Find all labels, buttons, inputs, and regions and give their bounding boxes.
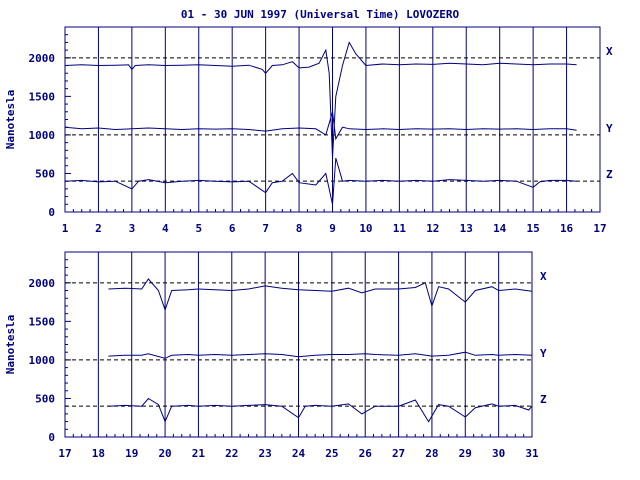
series-line-x	[64, 41, 577, 159]
series-line-x	[108, 278, 533, 312]
y-tick-label: 1000	[29, 129, 56, 142]
x-tick-label: 17	[58, 447, 71, 460]
x-tick-label: 26	[359, 447, 373, 460]
y-tick-label: 500	[35, 392, 55, 405]
y-tick-label: 1500	[29, 315, 56, 328]
y-axis-title: Nanotesla	[4, 315, 17, 375]
x-tick-label: 27	[392, 447, 405, 460]
x-tick-label: 21	[192, 447, 206, 460]
y-tick-label: 500	[35, 167, 55, 180]
x-tick-label: 10	[359, 222, 372, 235]
x-tick-label: 4	[162, 222, 169, 235]
x-tick-label: 5	[195, 222, 202, 235]
x-tick-label: 18	[92, 447, 105, 460]
chart-title: 01 - 30 JUN 1997 (Universal Time) LOVOZE…	[180, 8, 460, 21]
x-tick-label: 19	[125, 447, 138, 460]
x-tick-label: 28	[425, 447, 438, 460]
x-tick-label: 25	[325, 447, 338, 460]
x-tick-label: 20	[158, 447, 171, 460]
series-line-z	[64, 157, 577, 205]
series-line-z	[108, 397, 533, 423]
x-tick-label: 3	[129, 222, 136, 235]
y-tick-label: 2000	[29, 277, 56, 290]
x-tick-label: 23	[259, 447, 272, 460]
y-tick-label: 1500	[29, 90, 56, 103]
x-tick-label: 16	[560, 222, 574, 235]
series-label-z: Z	[540, 393, 547, 406]
x-tick-label: 1	[62, 222, 69, 235]
x-tick-label: 15	[527, 222, 540, 235]
x-tick-label: 17	[593, 222, 606, 235]
x-tick-label: 11	[393, 222, 407, 235]
x-tick-label: 2	[95, 222, 102, 235]
x-tick-label: 13	[460, 222, 473, 235]
series-label-z: Z	[606, 168, 613, 181]
x-tick-label: 6	[229, 222, 236, 235]
y-axis-title: Nanotesla	[4, 90, 17, 150]
x-tick-label: 22	[225, 447, 238, 460]
y-tick-label: 2000	[29, 52, 56, 65]
x-tick-label: 12	[426, 222, 439, 235]
x-tick-label: 30	[492, 447, 505, 460]
y-tick-label: 0	[48, 431, 55, 444]
series-label-y: Y	[540, 347, 547, 360]
x-tick-label: 14	[493, 222, 507, 235]
series-line-y	[108, 351, 533, 359]
x-tick-label: 31	[525, 447, 539, 460]
x-tick-label: 8	[296, 222, 303, 235]
x-tick-label: 9	[329, 222, 336, 235]
series-label-x: X	[540, 270, 547, 283]
x-tick-label: 29	[459, 447, 472, 460]
y-tick-label: 1000	[29, 354, 56, 367]
series-label-x: X	[606, 45, 613, 58]
series-line-y	[64, 111, 577, 141]
x-tick-label: 24	[292, 447, 306, 460]
y-tick-label: 0	[48, 206, 55, 219]
series-label-y: Y	[606, 122, 613, 135]
x-tick-label: 7	[262, 222, 269, 235]
